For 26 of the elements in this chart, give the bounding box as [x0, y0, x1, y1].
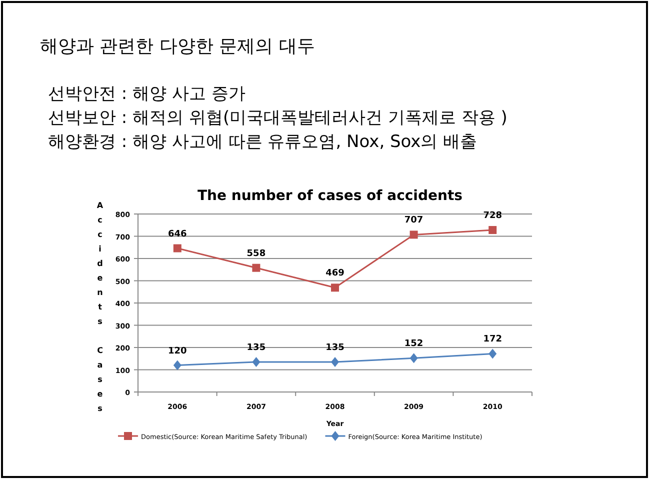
point — [331, 284, 339, 292]
text: 해양환경 : 해양 사고에 따른 유류오염, Nox, Sox의 배출 — [48, 132, 478, 152]
text: Accidents Cases — [96, 201, 104, 413]
point — [173, 244, 182, 252]
data-label: 135 — [246, 342, 266, 353]
point — [252, 264, 260, 272]
data-label: 728 — [483, 211, 502, 222]
text: 선박보안 : 해적의 위협(미국대폭발테러사건 기폭제로 작용 ) — [48, 108, 508, 128]
text: 선박안전 : 해양 사고 증가 — [48, 84, 246, 104]
data-label: 707 — [404, 216, 424, 226]
chart-title: The number of cases of accidents — [197, 188, 463, 204]
data-label: 558 — [246, 248, 266, 259]
data-label: 152 — [404, 339, 424, 350]
point — [410, 353, 418, 364]
point — [488, 348, 497, 359]
text: 해양과 관련한 다양한 문제의 대두 — [40, 36, 315, 57]
data-label: 646 — [168, 229, 187, 240]
data-label: 135 — [326, 342, 344, 353]
point — [173, 360, 182, 370]
data-label: 469 — [326, 268, 344, 279]
point — [331, 356, 339, 367]
point — [488, 226, 497, 234]
point — [252, 356, 260, 367]
data-label: 120 — [168, 346, 187, 356]
data-label: 172 — [483, 334, 502, 345]
point — [410, 230, 418, 239]
